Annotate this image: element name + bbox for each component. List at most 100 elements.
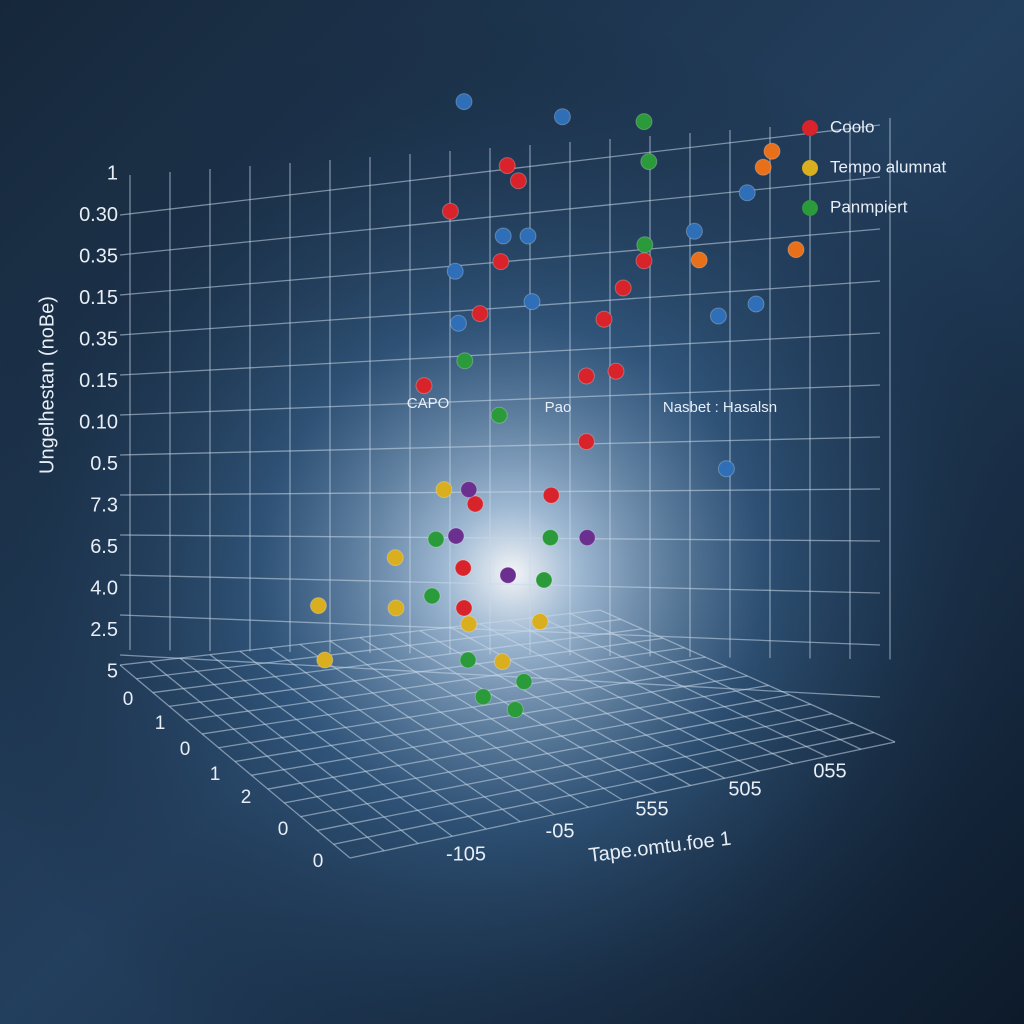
- point: [386, 549, 404, 567]
- point: [447, 527, 465, 545]
- x-tick-label: 505: [728, 778, 761, 800]
- wall-line: [119, 332, 881, 376]
- depth-tick-label: 0: [313, 851, 324, 872]
- point: [531, 613, 549, 631]
- depth-tick-label: 1: [155, 713, 166, 734]
- x-tick-label: 055: [813, 760, 846, 782]
- depth-tick-label: 0: [123, 689, 134, 710]
- point: [466, 495, 484, 513]
- y-tick-label: 0.35: [79, 328, 118, 350]
- marks: 1 0.30 0.35 0.15 0.35 0.15 0.10 0.5 7.3 6.5 4.0 2.5…: [36, 93, 947, 872]
- point: [460, 481, 478, 499]
- y-tick-label: 5: [107, 660, 118, 682]
- wall-line: [119, 280, 881, 336]
- point: [427, 530, 445, 548]
- point: [535, 571, 553, 589]
- y-tick-label: 6.5: [90, 536, 118, 558]
- legend-label: Panmpiert: [830, 197, 908, 216]
- point: [415, 377, 433, 395]
- point: [455, 93, 473, 111]
- point: [435, 481, 453, 499]
- point: [640, 153, 658, 171]
- point: [787, 241, 805, 259]
- floor-line: [209, 654, 453, 837]
- point: [690, 251, 708, 269]
- y-tick-label: 0.15: [79, 370, 118, 392]
- y-tick-label: 0.5: [90, 453, 118, 475]
- point: [446, 262, 464, 280]
- y-tick-label: 0.30: [79, 204, 118, 226]
- x-tick-label: 555: [635, 798, 668, 820]
- point: [454, 559, 472, 577]
- point: [441, 202, 459, 220]
- wall-line: [119, 384, 881, 416]
- legend-label: Coolo: [830, 117, 874, 136]
- point: [498, 157, 516, 175]
- point: [509, 172, 527, 190]
- point: [607, 362, 625, 380]
- floor-line: [179, 657, 419, 845]
- y-tick-label: 0.10: [79, 411, 118, 433]
- point: [387, 599, 405, 617]
- point: [553, 108, 571, 126]
- point: [635, 113, 653, 131]
- annotation: CAPO: [407, 395, 450, 412]
- y-tick-label: 7.3: [90, 494, 118, 516]
- point: [635, 252, 653, 270]
- y-tick-label: 1: [107, 162, 118, 184]
- point: [493, 653, 511, 671]
- floor-line: [359, 636, 623, 801]
- point: [474, 688, 492, 706]
- point: [747, 295, 765, 313]
- point: [636, 236, 654, 254]
- point: [460, 615, 478, 633]
- point: [515, 673, 533, 691]
- point: [763, 142, 781, 160]
- wall-line: [119, 534, 881, 542]
- depth-tick-label: 0: [180, 739, 191, 760]
- point: [499, 566, 517, 584]
- floor-line: [479, 623, 760, 772]
- floor-line: [329, 640, 589, 808]
- point: [471, 305, 489, 323]
- point: [614, 279, 632, 297]
- point: [754, 158, 772, 176]
- floor-line: [239, 650, 487, 830]
- point: [490, 406, 508, 424]
- y-tick-label: 0.15: [79, 287, 118, 309]
- floor-line: [599, 609, 896, 743]
- point: [595, 310, 613, 328]
- point: [717, 460, 735, 478]
- point: [492, 253, 510, 271]
- point: [309, 597, 327, 615]
- point: [577, 433, 595, 451]
- point: [542, 486, 560, 504]
- point: [423, 587, 441, 605]
- floor-line: [119, 664, 351, 859]
- wall-line: [119, 436, 881, 456]
- floor-line: [569, 612, 862, 750]
- point: [578, 529, 596, 547]
- legend-label: Tempo alumnat: [830, 157, 947, 176]
- point: [709, 307, 727, 325]
- floor-line: [299, 643, 555, 816]
- point: [541, 529, 559, 547]
- floor-line: [269, 647, 521, 823]
- point: [459, 651, 477, 669]
- point: [577, 367, 595, 385]
- legend-swatch: [802, 160, 818, 176]
- depth-tick-label: 1: [210, 764, 221, 785]
- point: [506, 701, 524, 719]
- x-tick-label: -05: [546, 820, 575, 842]
- point: [449, 314, 467, 332]
- annotation: Pao: [545, 399, 572, 416]
- point: [685, 222, 703, 240]
- wall-line: [119, 574, 881, 594]
- point: [316, 651, 334, 669]
- y-tick-label: 0.35: [79, 245, 118, 267]
- point: [494, 227, 512, 245]
- point: [519, 227, 537, 245]
- point: [455, 599, 473, 617]
- point: [523, 293, 541, 311]
- legend-swatch: [802, 200, 818, 216]
